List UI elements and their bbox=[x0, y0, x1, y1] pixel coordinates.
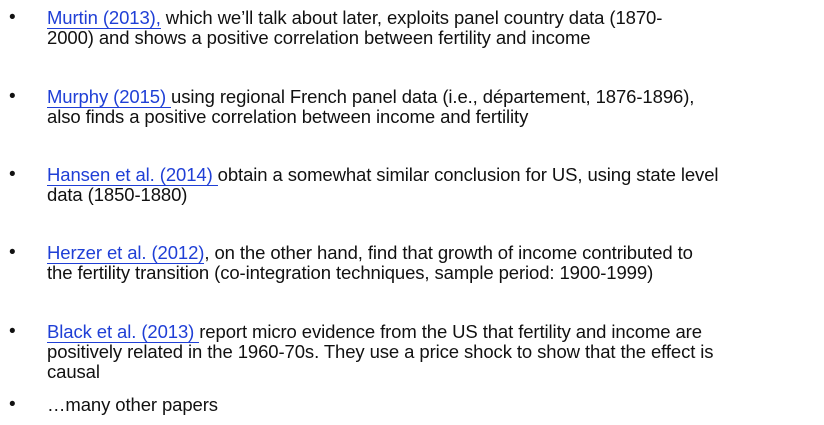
citation-link-hansen[interactable]: Hansen et al. (2014) bbox=[47, 164, 218, 186]
bullet-line-text: report micro evidence from the US that f… bbox=[199, 321, 702, 342]
bullet-line-1: Hansen et al. (2014) obtain a somewhat s… bbox=[47, 164, 822, 186]
bullet-line-1: Murphy (2015) using regional French pane… bbox=[47, 86, 822, 108]
bullet-text: Murtin (2013), which we’ll talk about la… bbox=[47, 7, 822, 48]
bullet-icon: • bbox=[9, 7, 16, 28]
bullet-text: Black et al. (2013) report micro evidenc… bbox=[47, 321, 822, 382]
bullet-line-text: obtain a somewhat similar conclusion for… bbox=[217, 164, 719, 185]
bullet-line-text: which we’ll talk about later, exploits p… bbox=[160, 7, 663, 28]
bullet-line-2: data (1850-1880) bbox=[47, 184, 188, 205]
bullet-line-2: also finds a positive correlation betwee… bbox=[47, 106, 529, 127]
citation-link-black[interactable]: Black et al. (2013) bbox=[47, 321, 200, 343]
bullet-line-1: Murtin (2013), which we’ll talk about la… bbox=[47, 7, 822, 29]
bullet-line-2: 2000) and shows a positive correlation b… bbox=[47, 27, 591, 48]
citation-link-herzer[interactable]: Herzer et al. (2012) bbox=[47, 242, 205, 264]
bullet-line-2: the fertility transition (co-integration… bbox=[47, 262, 654, 283]
bullet-icon: • bbox=[9, 321, 16, 342]
bullet-icon: • bbox=[9, 242, 16, 263]
bullet-line-3: causal bbox=[47, 361, 100, 382]
bullet-line-1: Herzer et al. (2012), on the other hand,… bbox=[47, 242, 822, 264]
bullet-text: Hansen et al. (2014) obtain a somewhat s… bbox=[47, 164, 822, 205]
bullet-line-1: Black et al. (2013) report micro evidenc… bbox=[47, 321, 822, 343]
bullet-line-1: …many other papers bbox=[47, 394, 218, 415]
bullet-text: …many other papers bbox=[47, 395, 822, 415]
citation-link-murtin[interactable]: Murtin (2013), bbox=[47, 7, 161, 29]
bullet-icon: • bbox=[9, 164, 16, 185]
bullet-text: Herzer et al. (2012), on the other hand,… bbox=[47, 242, 822, 283]
bullet-line-text: , on the other hand, find that growth of… bbox=[204, 242, 693, 263]
citation-link-murphy[interactable]: Murphy (2015) bbox=[47, 86, 172, 108]
bullet-line-text: using regional French panel data (i.e., … bbox=[171, 86, 695, 107]
bullet-text: Murphy (2015) using regional French pane… bbox=[47, 86, 822, 127]
bullet-icon: • bbox=[9, 394, 16, 415]
bullet-icon: • bbox=[9, 86, 16, 107]
bullet-line-2: positively related in the 1960-70s. They… bbox=[47, 341, 714, 362]
